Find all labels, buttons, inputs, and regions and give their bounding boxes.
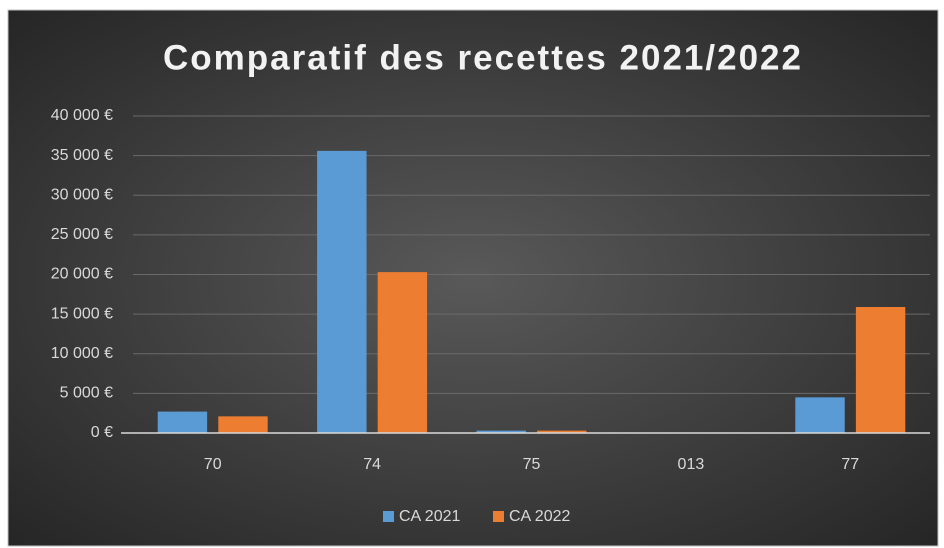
legend-swatch (383, 511, 394, 522)
chart-title: Comparatif des recettes 2021/2022 (163, 38, 803, 77)
y-tick-label: 5 000 € (60, 385, 113, 402)
y-tick-label: 20 000 € (51, 266, 113, 283)
legend-swatch (493, 511, 504, 522)
bar (537, 430, 587, 433)
y-tick-label: 10 000 € (51, 345, 113, 362)
y-tick-label: 30 000 € (51, 186, 113, 203)
x-tick-label: 75 (523, 456, 541, 473)
bar (218, 416, 268, 433)
legend-label: CA 2021 (399, 508, 460, 525)
bar (377, 272, 428, 433)
legend-label: CA 2022 (509, 508, 570, 525)
y-tick-label: 40 000 € (51, 107, 113, 124)
x-tick-label: 70 (204, 456, 222, 473)
chart-background (7, 9, 939, 547)
x-tick-label: 77 (841, 456, 859, 473)
x-tick-label: 74 (363, 456, 381, 473)
y-tick-label: 25 000 € (51, 226, 113, 243)
bar (855, 306, 906, 433)
x-tick-label: 013 (678, 456, 705, 473)
y-tick-label: 35 000 € (51, 147, 113, 164)
y-tick-label: 0 € (91, 424, 113, 441)
bar (157, 411, 208, 433)
bar (476, 430, 526, 433)
bar (317, 150, 367, 433)
bar (795, 397, 845, 433)
y-tick-label: 15 000 € (51, 305, 113, 322)
